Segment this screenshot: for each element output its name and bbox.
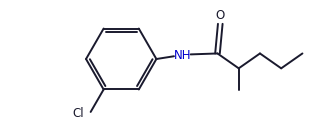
Text: NH: NH xyxy=(174,49,191,62)
Text: O: O xyxy=(216,9,225,22)
Text: Cl: Cl xyxy=(73,107,84,120)
